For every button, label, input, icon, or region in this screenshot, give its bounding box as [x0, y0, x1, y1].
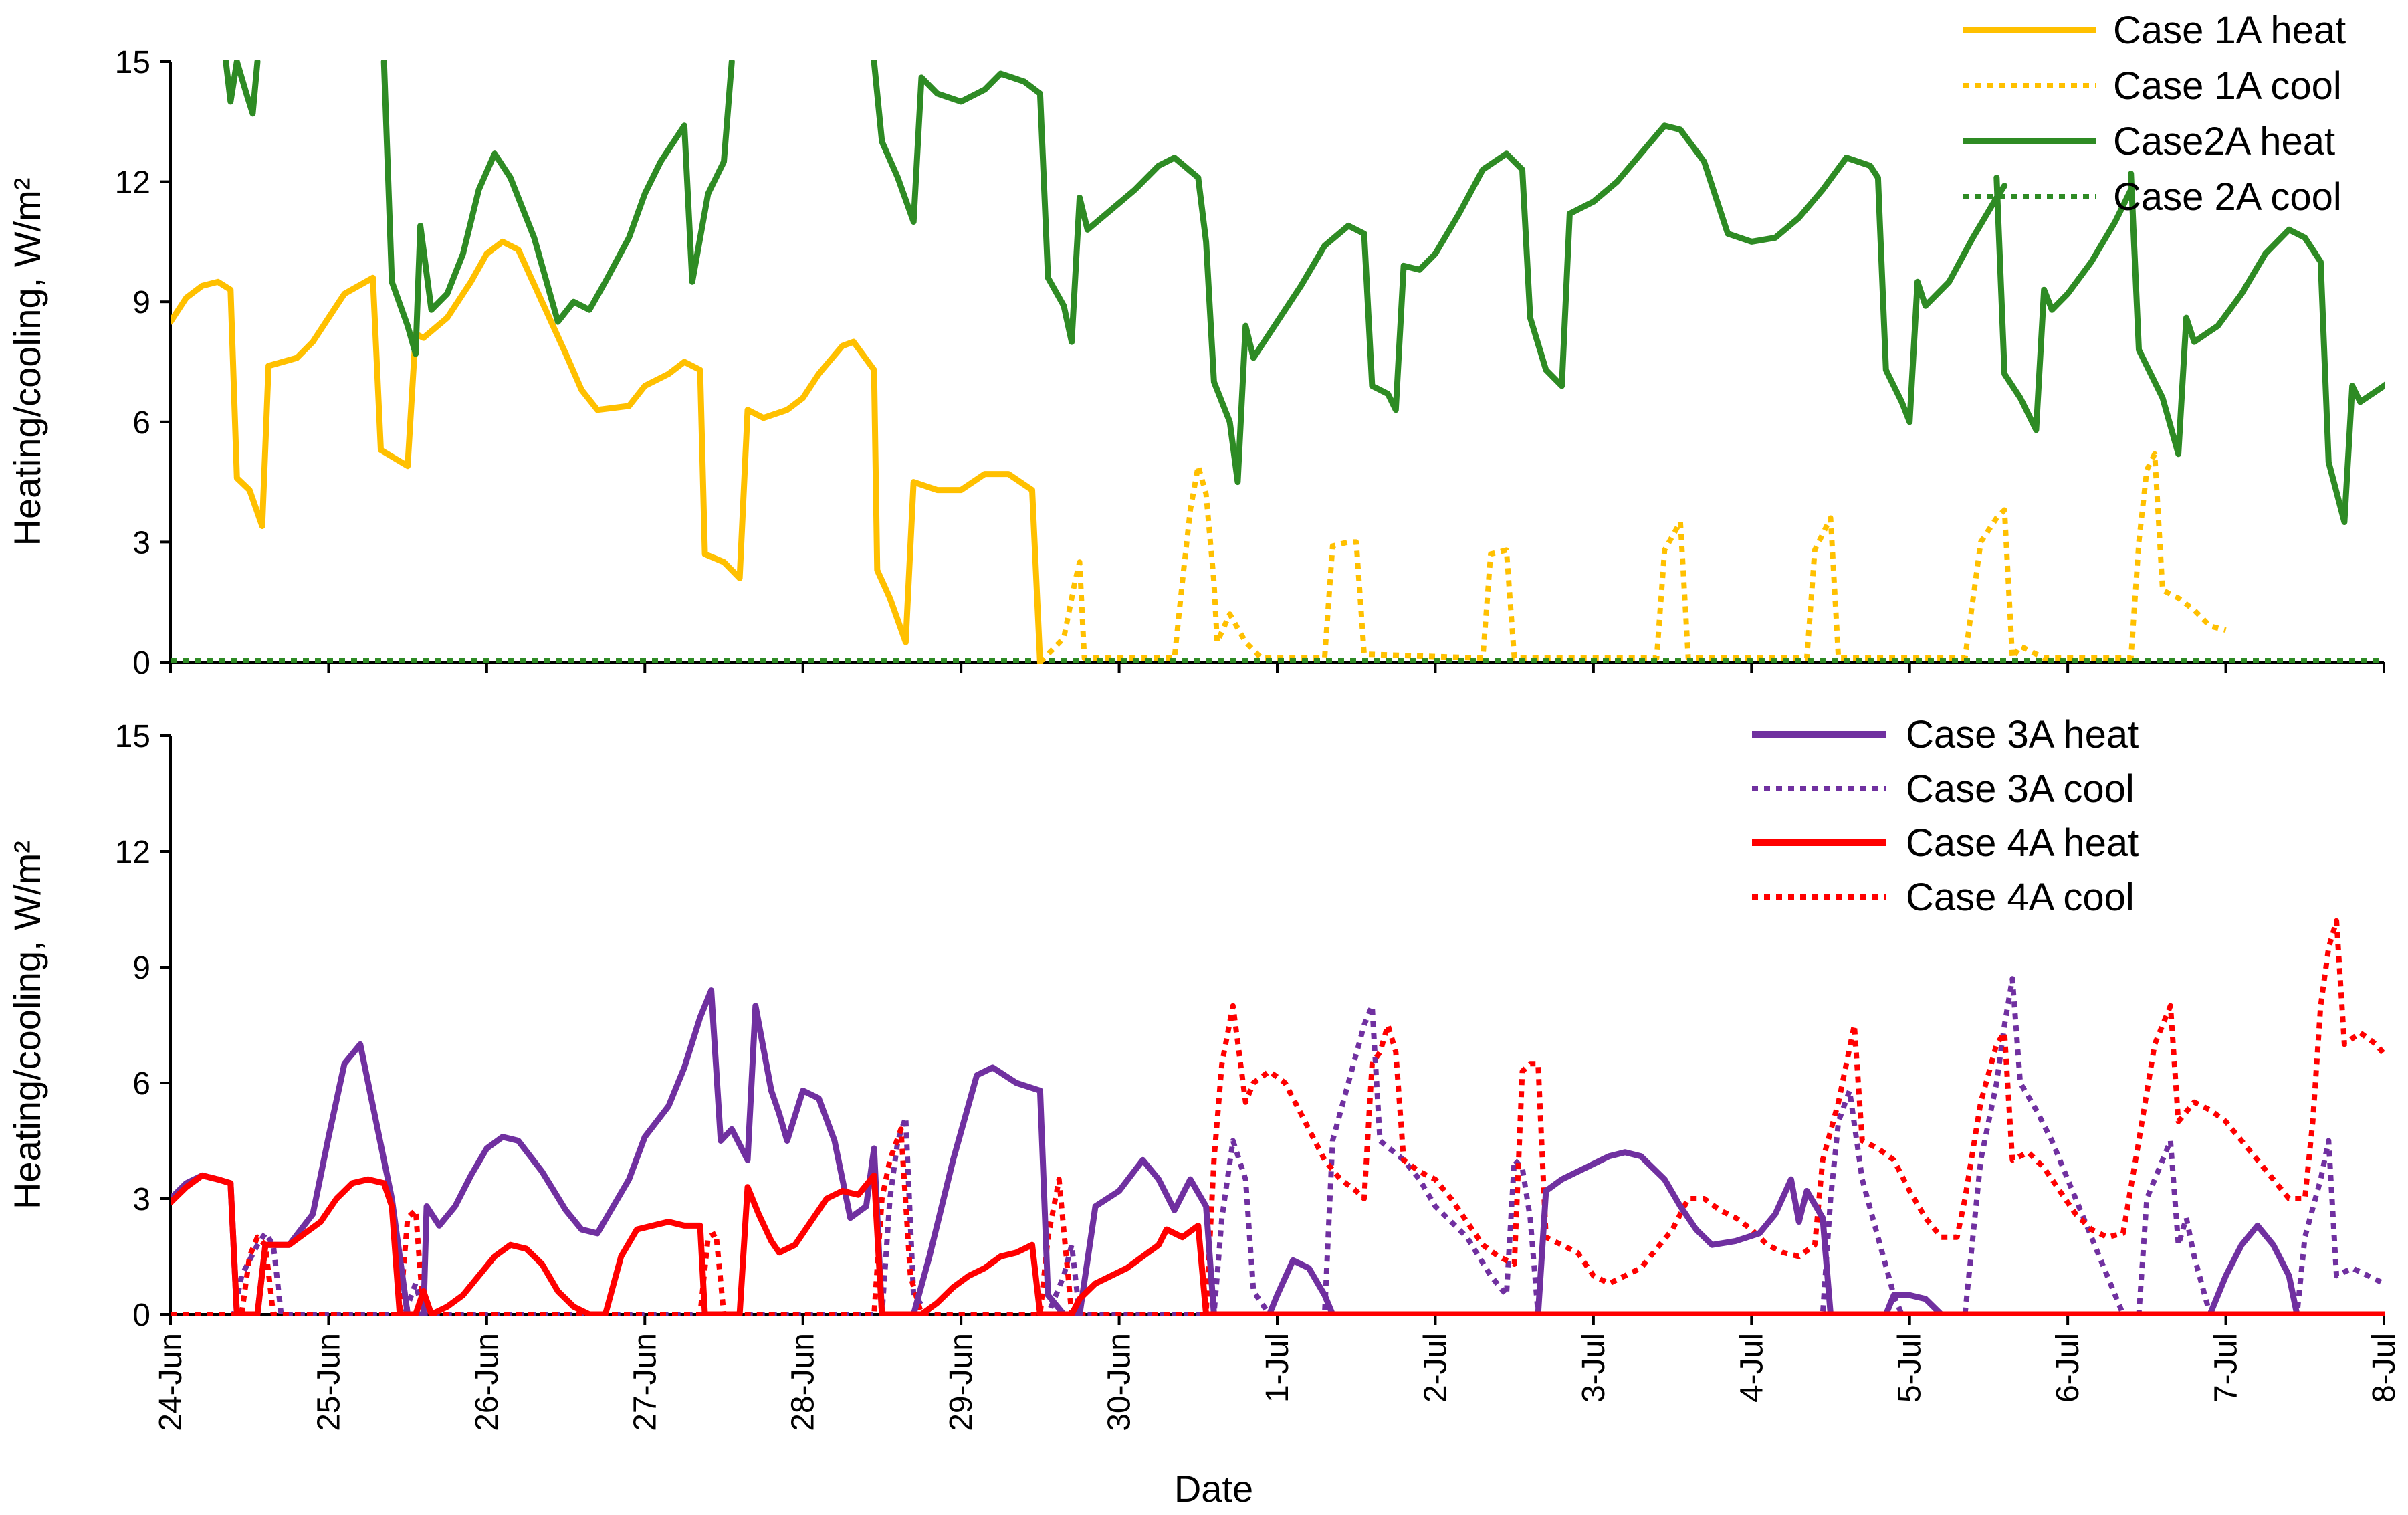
series-line-case-4a-heat	[171, 1172, 2385, 1316]
legend-label: Case 3A heat	[1906, 713, 2139, 756]
legend-label: Case2A heat	[2113, 120, 2335, 163]
legend: Case 1A heat Case 1A cool Case2A heat Case …	[1963, 9, 2346, 219]
x-tick-label: 2-Jul	[1418, 1333, 1453, 1403]
y-axis-title: Heating/cooling, W/m²	[6, 841, 48, 1209]
legend-label: Case 2A cool	[2113, 175, 2342, 219]
legend-label: Case 3A cool	[1906, 767, 2135, 811]
y-axis-title: Heating/cooling, W/m²	[6, 178, 48, 546]
x-tick-label: 28-Jun	[786, 1333, 821, 1431]
x-tick-label: 3-Jul	[1576, 1333, 1612, 1403]
series-line-case-4a-cool	[171, 918, 2385, 1316]
y-tick-label: 3	[132, 1182, 150, 1217]
y-tick-label: 9	[132, 950, 150, 986]
x-tick-label: 7-Jul	[2209, 1333, 2244, 1403]
x-tick-label: 8-Jul	[2367, 1333, 2402, 1403]
y-tick-label: 0	[132, 645, 150, 681]
x-tick-label: 1-Jul	[1260, 1333, 1295, 1403]
x-tick-label: 25-Jun	[311, 1333, 346, 1431]
series-line-case-3a-cool	[171, 976, 2385, 1316]
legend: Case 3A heat Case 3A cool Case 4A heat Case…	[1752, 713, 2139, 919]
x-tick-label: 4-Jul	[1734, 1333, 1769, 1403]
x-tick-label: 24-Jun	[153, 1333, 189, 1431]
y-tick-label: 15	[115, 719, 150, 754]
x-tick-label: 27-Jun	[627, 1333, 663, 1431]
legend-label: Case 1A cool	[2113, 64, 2342, 108]
y-tick-label: 15	[115, 45, 150, 80]
legend-label: Case 4A cool	[1906, 876, 2135, 919]
y-tick-label: 3	[132, 525, 150, 561]
x-axis-title: Date	[1174, 1468, 1253, 1510]
y-tick-label: 12	[115, 165, 150, 201]
bottom-panel: 0 3 6 9 12 15 24-Jun 25-Jun 26-Jun 27-Jun 28-Jun 29…	[6, 713, 2402, 1431]
series-line-case-1a-cool	[1038, 451, 2227, 664]
series-line-case2a-heat	[223, 60, 2385, 525]
x-tick-label: 5-Jul	[1892, 1333, 1928, 1403]
y-tick-label: 6	[132, 1066, 150, 1102]
series-line-case-1a-heat	[171, 238, 1043, 664]
legend-label: Case 1A heat	[2113, 9, 2346, 52]
x-tick-label: 29-Jun	[944, 1333, 979, 1431]
legend-label: Case 4A heat	[1906, 821, 2139, 865]
x-tick-label: 30-Jun	[1102, 1333, 1137, 1431]
top-panel: 0 3 6 9 12 15 Heating/cooling, W/m² Case 1A hea…	[6, 9, 2385, 681]
y-tick-label: 0	[132, 1298, 150, 1333]
y-tick-label: 12	[115, 835, 150, 870]
series-line-case-3a-heat	[171, 987, 2385, 1316]
y-tick-label: 9	[132, 285, 150, 320]
x-tick-label: 26-Jun	[469, 1333, 505, 1431]
y-tick-label: 6	[132, 405, 150, 441]
x-tick-label: 6-Jul	[2050, 1333, 2086, 1403]
